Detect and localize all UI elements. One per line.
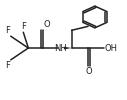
- Text: NH: NH: [54, 44, 67, 53]
- Text: F: F: [5, 26, 10, 35]
- Text: F: F: [21, 22, 26, 31]
- Text: O: O: [44, 20, 50, 29]
- Text: F: F: [5, 61, 10, 70]
- Text: O: O: [86, 67, 92, 76]
- Polygon shape: [64, 47, 72, 49]
- Text: OH: OH: [104, 44, 117, 52]
